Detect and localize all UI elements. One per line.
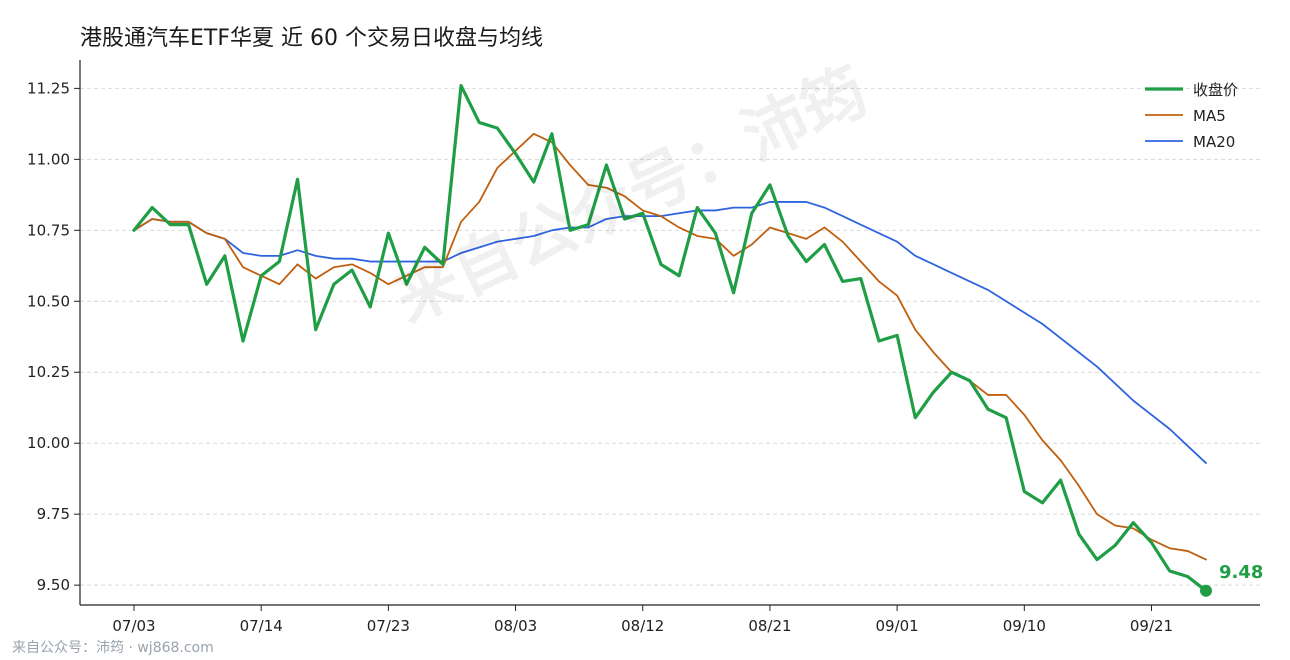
y-tick-label: 11.00 bbox=[27, 150, 70, 168]
watermark: 来自公众号：沛筠 bbox=[383, 54, 878, 337]
grid-lines bbox=[80, 87, 1260, 586]
chart-title: 港股通汽车ETF华夏 近 60 个交易日收盘与均线 bbox=[80, 26, 543, 51]
axes: 9.50 9.75 10.00 10.25 10.50 10.75 11.00 11.25 07… bbox=[27, 60, 1260, 635]
x-tick-label: 08/03 bbox=[494, 617, 537, 635]
x-tick-label: 09/01 bbox=[876, 617, 919, 635]
y-tick-label: 10.75 bbox=[27, 221, 70, 239]
x-tick-label: 07/03 bbox=[112, 617, 155, 635]
legend: 收盘价 MA5 MA20 bbox=[1145, 81, 1238, 151]
x-tick-label: 09/21 bbox=[1130, 617, 1173, 635]
y-tick-label: 9.50 bbox=[37, 576, 70, 594]
y-tick-label: 10.25 bbox=[27, 363, 70, 381]
x-tick-label: 07/14 bbox=[240, 617, 283, 635]
y-tick-label: 10.00 bbox=[27, 434, 70, 452]
legend-label-2: MA20 bbox=[1193, 133, 1235, 151]
y-tick-label: 11.25 bbox=[27, 79, 70, 97]
series-line-1 bbox=[133, 132, 1207, 561]
x-tick-label: 08/21 bbox=[748, 617, 791, 635]
y-tick-label: 10.50 bbox=[27, 292, 70, 310]
y-tick-label: 9.75 bbox=[37, 505, 70, 523]
legend-label-1: MA5 bbox=[1193, 107, 1226, 125]
x-tick-label: 09/10 bbox=[1003, 617, 1046, 635]
series-line-2 bbox=[133, 201, 1207, 464]
last-close-marker bbox=[1200, 584, 1212, 597]
series-lines: 9.48 bbox=[132, 83, 1263, 597]
legend-label-0: 收盘价 bbox=[1193, 81, 1238, 99]
series-line-0 bbox=[132, 83, 1208, 593]
x-tick-label: 07/23 bbox=[367, 617, 410, 635]
x-tick-label: 08/12 bbox=[621, 617, 664, 635]
footer-text: 来自公众号：沛筠 · wj868.com bbox=[12, 639, 214, 656]
last-close-label: 9.48 bbox=[1219, 562, 1263, 583]
